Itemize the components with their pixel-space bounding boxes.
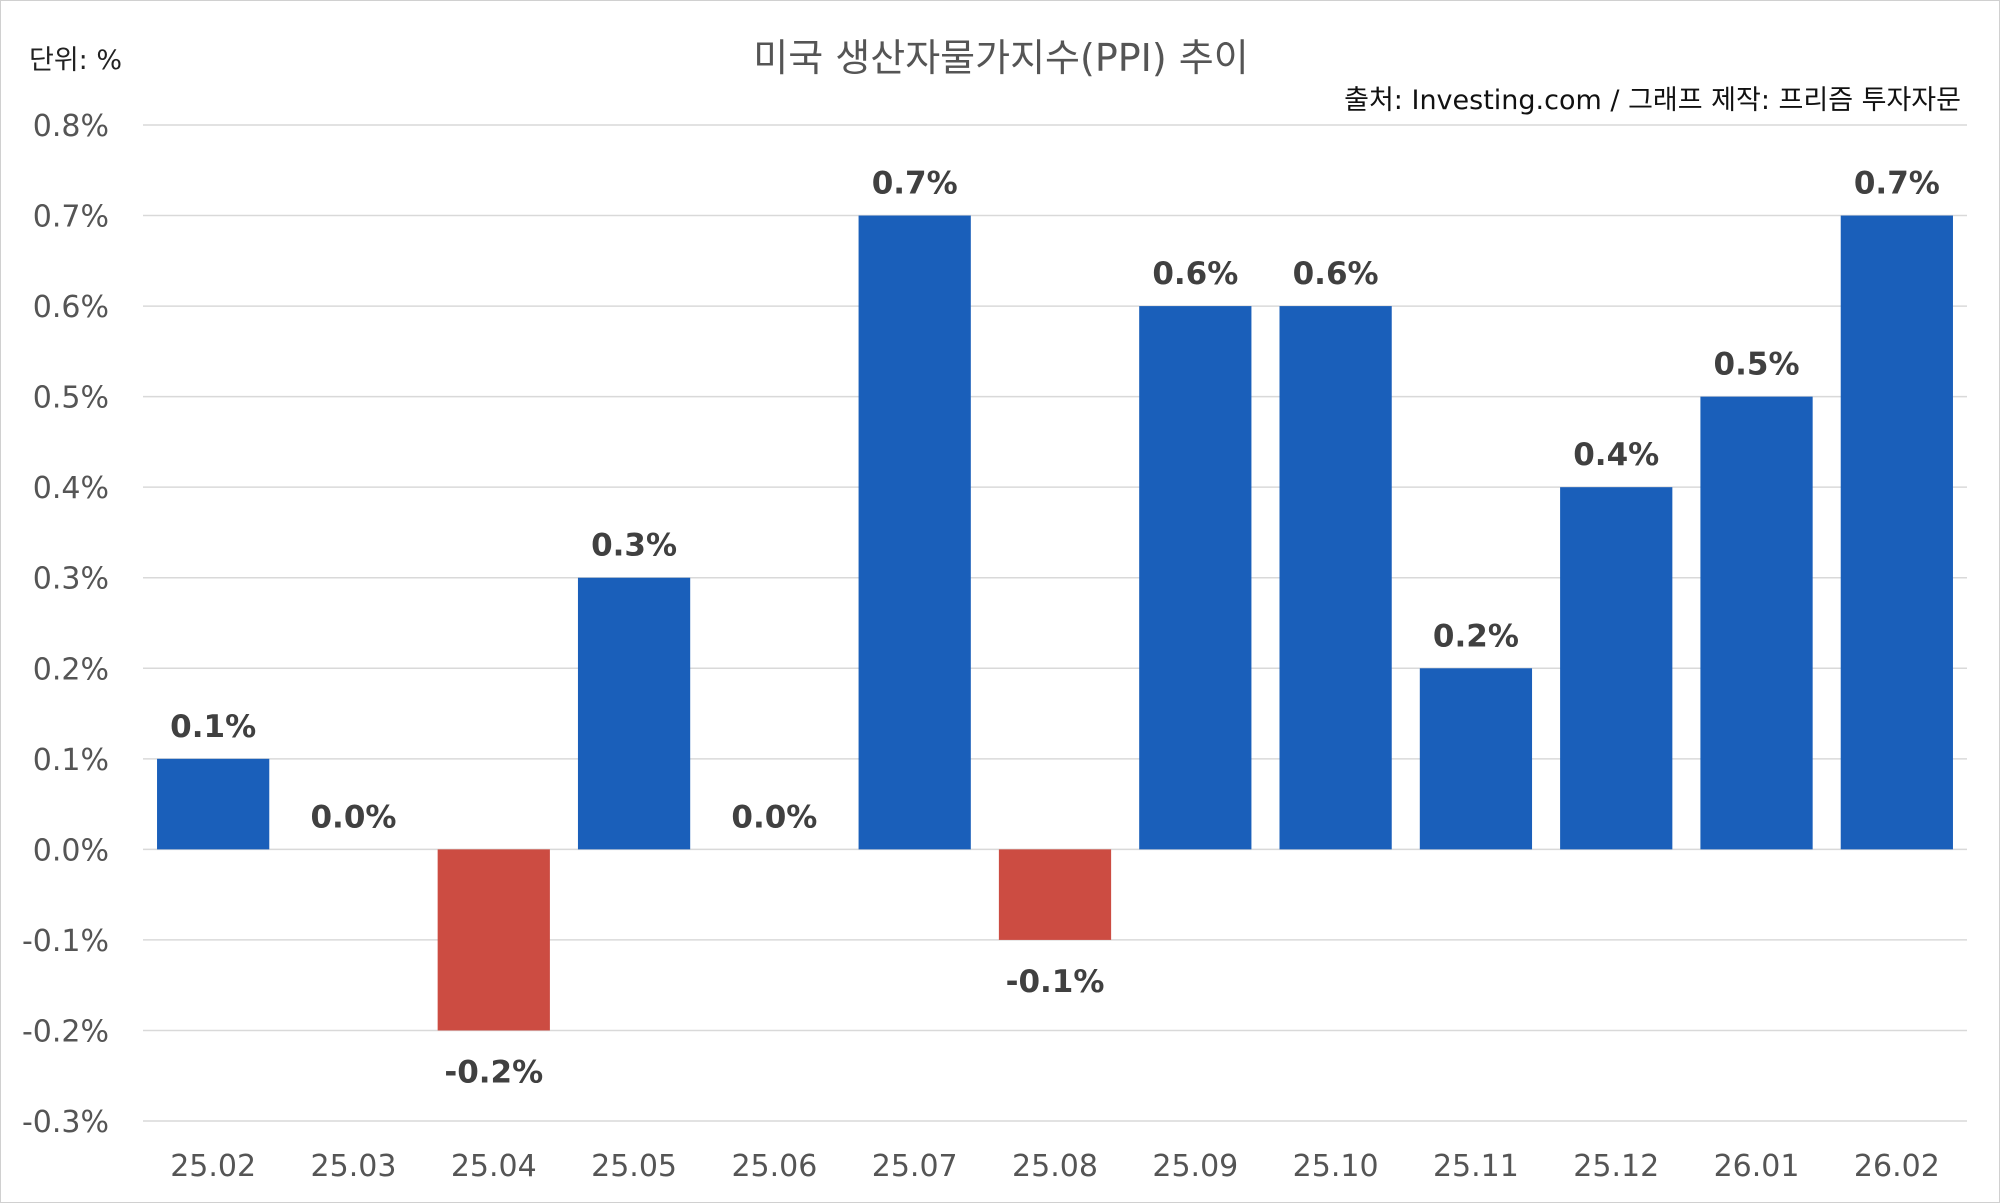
data-label: 0.0% [310, 799, 396, 835]
y-axis-ticks: 0.8% 0.7% 0.6% 0.5% 0.4% 0.3% 0.2% 0.1% 0.0% -0.1… [22, 109, 109, 1140]
x-tick-label: 25.07 [872, 1149, 958, 1184]
y-tick-label: -0.2% [22, 1014, 109, 1049]
bar [577, 577, 691, 850]
y-tick-label: 0.3% [33, 562, 109, 597]
data-label: 0.6% [1152, 256, 1238, 292]
y-tick-label: 0.0% [33, 833, 109, 868]
y-tick-label: 0.4% [33, 471, 109, 506]
y-tick-label: -0.3% [22, 1105, 109, 1140]
data-label: 0.1% [170, 709, 256, 745]
data-labels: 0.1% 0.0% -0.2% 0.3% 0.0% 0.7% -0.1% 0.6% 0.6% 0.… [170, 166, 1940, 1091]
x-tick-label: 25.12 [1573, 1149, 1659, 1184]
x-tick-label: 25.02 [170, 1149, 256, 1184]
x-tick-label: 26.01 [1714, 1149, 1800, 1184]
data-label: 0.4% [1573, 437, 1659, 473]
data-label: -0.1% [1006, 964, 1105, 1000]
x-tick-label: 25.10 [1293, 1149, 1379, 1184]
data-label: 0.3% [591, 528, 677, 564]
y-tick-label: 0.8% [33, 109, 109, 144]
x-axis-ticks: 25.02 25.03 25.04 25.05 25.06 25.07 25.08 25.09… [170, 1149, 1940, 1184]
bar [1700, 396, 1813, 850]
y-tick-label: -0.1% [22, 924, 109, 959]
bars [157, 215, 1953, 1031]
y-tick-label: 0.7% [33, 200, 109, 235]
source-note: 출처: Investing.com / 그래프 제작: 프리즘 투자자문 [1344, 85, 1961, 116]
x-tick-label: 25.05 [591, 1149, 677, 1184]
data-label: 0.0% [731, 799, 817, 835]
data-label: 0.6% [1293, 256, 1379, 292]
bar [1840, 215, 1953, 850]
x-tick-label: 25.03 [311, 1149, 397, 1184]
chart-title: 미국 생산자물가지수(PPI) 추이 [753, 36, 1248, 80]
bar [1419, 668, 1533, 850]
data-label: 0.5% [1714, 347, 1800, 383]
data-label: 0.7% [1854, 166, 1940, 202]
bar [858, 215, 971, 850]
bar [998, 849, 1112, 940]
y-tick-label: 0.1% [33, 743, 109, 778]
y-tick-label: 0.2% [33, 652, 109, 687]
data-label: 0.7% [872, 166, 958, 202]
y-tick-label: 0.5% [33, 381, 109, 416]
x-tick-label: 25.04 [451, 1149, 537, 1184]
x-tick-label: 26.02 [1854, 1149, 1940, 1184]
bar [157, 758, 270, 850]
data-label: -0.2% [444, 1054, 543, 1090]
x-tick-label: 25.08 [1012, 1149, 1098, 1184]
bar [1139, 306, 1252, 850]
x-tick-label: 25.06 [731, 1149, 817, 1184]
bar [437, 849, 550, 1031]
y-tick-label: 0.6% [33, 290, 109, 325]
data-label: 0.2% [1433, 618, 1519, 654]
x-tick-label: 25.11 [1433, 1149, 1519, 1184]
bar [1560, 487, 1673, 850]
unit-label: 단위: % [29, 45, 122, 76]
x-tick-label: 25.09 [1152, 1149, 1238, 1184]
bar [1279, 306, 1392, 850]
